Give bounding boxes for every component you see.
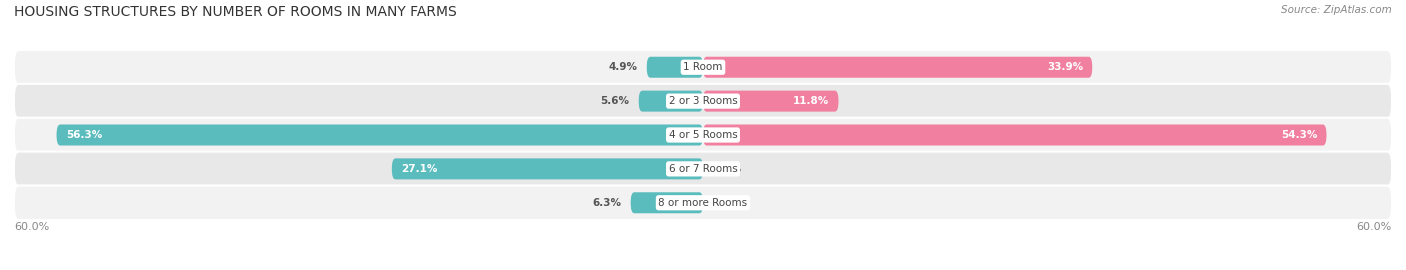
- FancyBboxPatch shape: [56, 124, 703, 146]
- FancyBboxPatch shape: [703, 91, 838, 112]
- Text: 5.6%: 5.6%: [600, 96, 630, 106]
- FancyBboxPatch shape: [703, 124, 1326, 146]
- Text: HOUSING STRUCTURES BY NUMBER OF ROOMS IN MANY FARMS: HOUSING STRUCTURES BY NUMBER OF ROOMS IN…: [14, 5, 457, 19]
- Text: 0.0%: 0.0%: [713, 164, 741, 174]
- Text: 1 Room: 1 Room: [683, 62, 723, 72]
- Text: 6 or 7 Rooms: 6 or 7 Rooms: [669, 164, 737, 174]
- Text: 8 or more Rooms: 8 or more Rooms: [658, 198, 748, 208]
- Text: 56.3%: 56.3%: [66, 130, 103, 140]
- FancyBboxPatch shape: [14, 151, 1392, 186]
- Text: 60.0%: 60.0%: [1357, 222, 1392, 232]
- Text: 60.0%: 60.0%: [14, 222, 49, 232]
- FancyBboxPatch shape: [14, 185, 1392, 220]
- FancyBboxPatch shape: [14, 84, 1392, 119]
- FancyBboxPatch shape: [703, 57, 1092, 78]
- Text: 0.0%: 0.0%: [713, 198, 741, 208]
- Text: 2 or 3 Rooms: 2 or 3 Rooms: [669, 96, 737, 106]
- Text: 4 or 5 Rooms: 4 or 5 Rooms: [669, 130, 737, 140]
- Text: 27.1%: 27.1%: [401, 164, 437, 174]
- FancyBboxPatch shape: [14, 50, 1392, 85]
- Text: 11.8%: 11.8%: [793, 96, 830, 106]
- Text: 6.3%: 6.3%: [592, 198, 621, 208]
- FancyBboxPatch shape: [14, 118, 1392, 152]
- FancyBboxPatch shape: [392, 158, 703, 179]
- Text: 33.9%: 33.9%: [1047, 62, 1083, 72]
- Text: Source: ZipAtlas.com: Source: ZipAtlas.com: [1281, 5, 1392, 15]
- Text: 54.3%: 54.3%: [1281, 130, 1317, 140]
- FancyBboxPatch shape: [638, 91, 703, 112]
- Text: 4.9%: 4.9%: [609, 62, 637, 72]
- FancyBboxPatch shape: [647, 57, 703, 78]
- FancyBboxPatch shape: [631, 192, 703, 213]
